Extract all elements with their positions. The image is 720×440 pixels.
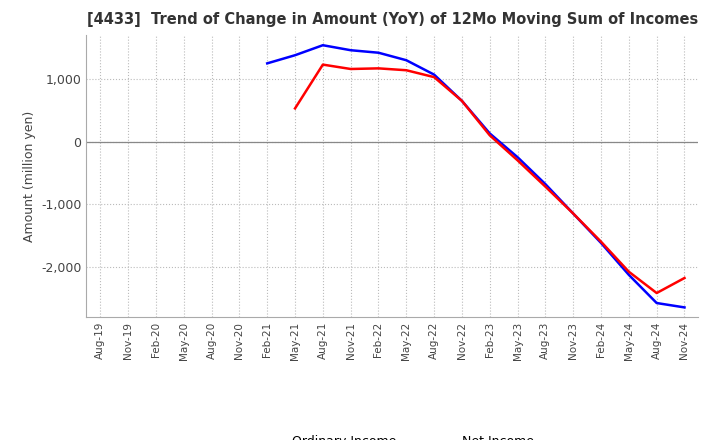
Line: Ordinary Income: Ordinary Income [267,45,685,308]
Ordinary Income [513,154,522,160]
Net Income [430,74,438,80]
Legend: Ordinary Income, Net Income: Ordinary Income, Net Income [246,430,539,440]
Net Income [597,239,606,244]
Ordinary Income [318,43,327,48]
Ordinary Income [680,305,689,310]
Ordinary Income [346,48,355,53]
Ordinary Income [402,58,410,63]
Line: Net Income: Net Income [295,65,685,293]
Ordinary Income [291,53,300,58]
Net Income [485,133,494,138]
Net Income [541,184,550,189]
Ordinary Income [569,211,577,216]
Ordinary Income [652,301,661,306]
Ordinary Income [541,181,550,187]
Net Income [652,290,661,296]
Ordinary Income [624,272,633,278]
Net Income [291,106,300,111]
Ordinary Income [374,50,383,55]
Net Income [318,62,327,67]
Title: [4433]  Trend of Change in Amount (YoY) of 12Mo Moving Sum of Incomes: [4433] Trend of Change in Amount (YoY) o… [87,12,698,27]
Net Income [374,66,383,71]
Ordinary Income [263,61,271,66]
Net Income [569,211,577,216]
Net Income [402,68,410,73]
Net Income [624,269,633,275]
Y-axis label: Amount (million yen): Amount (million yen) [22,110,35,242]
Ordinary Income [597,240,606,246]
Net Income [680,275,689,281]
Net Income [458,98,467,103]
Ordinary Income [458,98,467,103]
Net Income [513,158,522,163]
Net Income [346,66,355,72]
Ordinary Income [430,72,438,77]
Ordinary Income [485,131,494,136]
